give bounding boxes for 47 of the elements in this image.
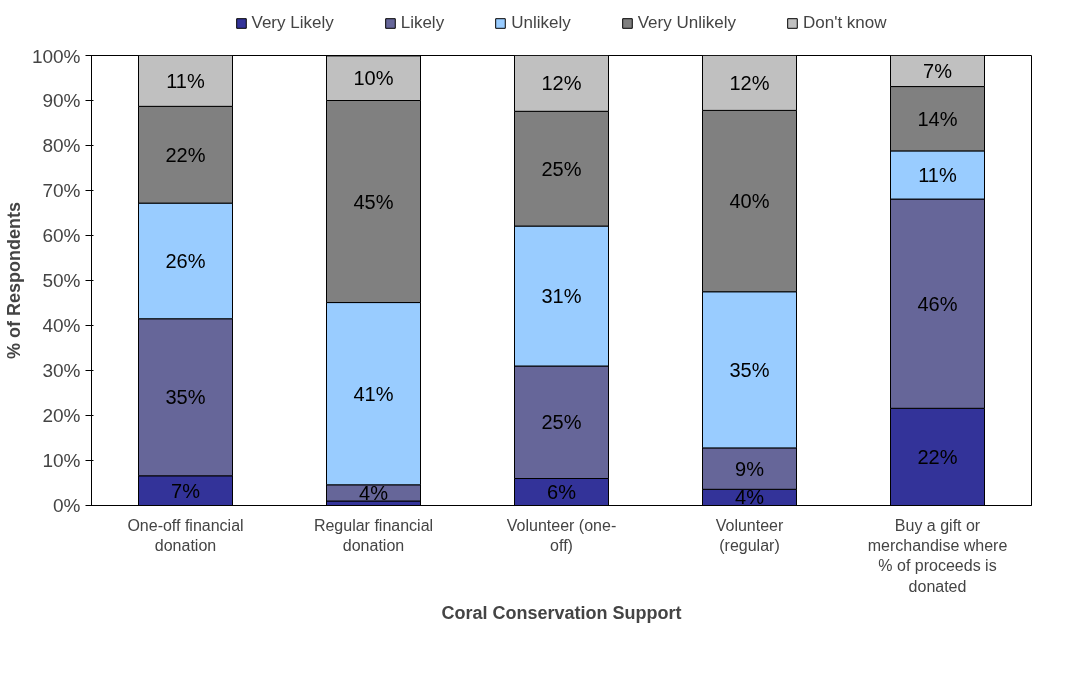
x-axis-title: Coral Conservation Support: [441, 602, 682, 623]
legend-label: Unlikely: [511, 12, 571, 33]
y-tick-label: 80%: [42, 135, 81, 156]
x-tick-label: Volunteer (one-off): [506, 516, 617, 554]
x-tick-label: Buy a gift or merchandise where % of proceeds is donated: [867, 516, 1008, 595]
data-label: 45%: [353, 190, 394, 213]
data-label: 6%: [547, 481, 577, 503]
data-label: 31%: [541, 285, 582, 308]
data-label: 14%: [917, 107, 958, 130]
y-tick-label: 60%: [42, 225, 81, 246]
y-tick-label: 10%: [42, 450, 81, 471]
data-label: 46%: [917, 292, 958, 315]
y-tick-label: 50%: [42, 270, 81, 291]
legend-label: Very Likely: [251, 12, 334, 33]
y-tick-label: 40%: [42, 315, 81, 336]
data-label: 7%: [171, 479, 201, 502]
data-label: 12%: [541, 72, 582, 95]
data-label: 11%: [166, 69, 205, 92]
data-label: 11%: [918, 163, 957, 186]
data-label: 12%: [729, 71, 770, 94]
data-label: 10%: [353, 67, 394, 90]
data-label: 35%: [729, 358, 770, 381]
data-label: 7%: [923, 60, 953, 83]
data-label: 25%: [541, 411, 582, 434]
data-label: 22%: [917, 445, 958, 468]
data-label: 4%: [735, 486, 765, 509]
x-tick-label: Regular financial donation: [313, 516, 434, 554]
y-tick-label: 90%: [42, 90, 81, 111]
data-label: 26%: [165, 249, 206, 272]
y-tick-label: 70%: [42, 180, 81, 201]
y-tick-label: 100%: [31, 45, 81, 67]
y-tick-label: 0%: [53, 495, 81, 516]
legend-label: Very Unlikely: [637, 12, 736, 33]
data-label: 41%: [353, 382, 394, 405]
data-label: 4%: [359, 481, 389, 504]
data-label: 40%: [729, 190, 770, 213]
data-label: 9%: [735, 457, 765, 480]
x-tick-label: Volunteer (regular): [715, 516, 784, 554]
data-label: 25%: [541, 157, 582, 180]
y-tick-label: 20%: [42, 405, 81, 426]
legend-label: Don't know: [802, 12, 887, 33]
y-axis-title: % of Respondents: [3, 201, 24, 359]
y-tick-label: 30%: [42, 360, 81, 381]
x-tick-label: One-off financial donation: [127, 516, 244, 554]
legend-label: Likely: [400, 12, 445, 33]
data-label: 35%: [165, 386, 206, 409]
data-label: 22%: [165, 143, 206, 166]
